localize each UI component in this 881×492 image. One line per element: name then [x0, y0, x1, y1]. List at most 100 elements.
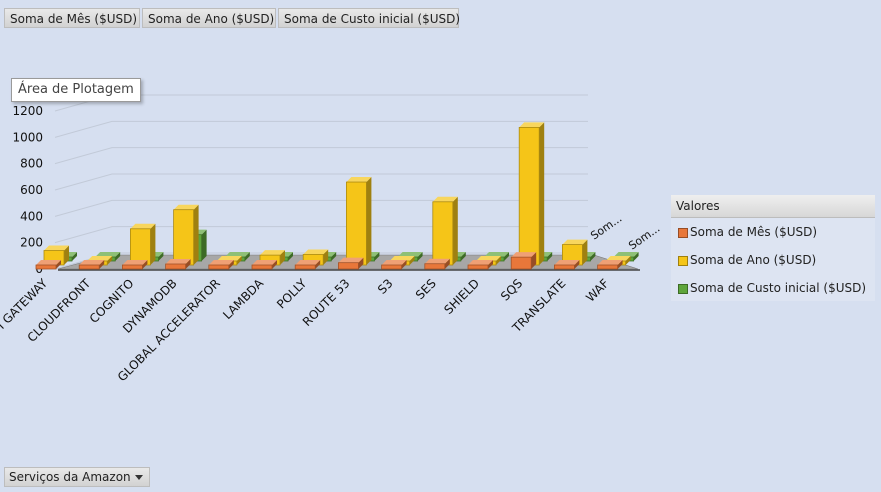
- x-tick-label: SES: [413, 276, 439, 302]
- bar-side: [358, 257, 364, 269]
- bar-side: [617, 260, 623, 269]
- x-tick-label: WAF: [583, 276, 612, 305]
- bar: [562, 239, 588, 266]
- bar-top: [562, 239, 588, 245]
- bar-side: [547, 252, 553, 261]
- bar-front: [337, 262, 359, 270]
- bar-top: [484, 252, 509, 257]
- x-tick-label: LAMBDA: [220, 276, 267, 323]
- bar: [432, 196, 458, 266]
- bar-top: [381, 260, 407, 265]
- gridline: [54, 173, 588, 191]
- bar-top: [554, 260, 580, 265]
- legend-title: Valores: [671, 195, 875, 218]
- x-tick-label: SHIELD: [441, 276, 482, 317]
- bar-side: [409, 256, 415, 265]
- bar-top: [260, 250, 285, 256]
- gridline: [54, 147, 588, 165]
- bar-side: [625, 256, 631, 265]
- bar-top: [295, 260, 321, 265]
- bar-side: [56, 260, 61, 269]
- field-button-mes[interactable]: Soma de Mês ($USD): [4, 8, 140, 28]
- bar: [251, 260, 277, 270]
- bar-side: [244, 252, 250, 261]
- bar-side: [272, 260, 277, 269]
- bar-top: [597, 260, 623, 265]
- gridline: [54, 226, 588, 244]
- dropdown-arrow-icon: [135, 475, 143, 480]
- bar-front: [129, 228, 151, 266]
- bar-top: [519, 122, 545, 128]
- bar-top: [476, 256, 501, 261]
- field-button-custo-inicial[interactable]: Soma de Custo inicial ($USD): [278, 8, 460, 28]
- axis-field-button[interactable]: Serviços da Amazon: [4, 467, 150, 487]
- bar-side: [115, 252, 121, 261]
- bar: [381, 260, 407, 270]
- axis-field-label: Serviços da Amazon: [9, 470, 131, 484]
- legend-item-label: Soma de Custo inicial ($USD): [690, 281, 867, 295]
- x-tick-label: POLLY: [274, 276, 310, 312]
- bar-side: [417, 252, 423, 261]
- bar-side: [574, 260, 580, 269]
- bar-side: [444, 258, 450, 269]
- bar-top: [224, 252, 250, 257]
- bar-side: [366, 177, 372, 265]
- bar-side: [185, 258, 191, 269]
- bar-side: [158, 252, 164, 261]
- bar: [78, 260, 105, 270]
- gridline: [54, 120, 588, 138]
- legend-item-mes[interactable]: Soma de Mês ($USD): [671, 218, 875, 246]
- bar: [129, 223, 156, 266]
- bar-top: [173, 204, 199, 210]
- bar: [518, 122, 545, 266]
- bar-top: [252, 260, 277, 265]
- bar-side: [228, 260, 234, 269]
- bar-top: [389, 256, 415, 261]
- bar-top: [338, 257, 364, 263]
- bar: [345, 177, 372, 266]
- bar-side: [582, 239, 588, 265]
- bar-top: [397, 252, 423, 257]
- bar-side: [280, 250, 285, 265]
- bar-top: [511, 252, 537, 258]
- bar-front: [467, 264, 489, 270]
- bar-side: [99, 260, 105, 269]
- bar-front: [165, 263, 187, 270]
- bar-front: [345, 181, 367, 266]
- plot-area-tooltip: Área de Plotagem: [11, 78, 141, 102]
- bar-front: [432, 201, 454, 266]
- bar-front: [518, 127, 540, 266]
- bar-side: [331, 252, 337, 261]
- bar-side: [460, 252, 466, 261]
- legend-item-label: Soma de Mês ($USD): [690, 225, 818, 239]
- field-button-ano[interactable]: Soma de Ano ($USD): [142, 8, 276, 28]
- bar-side: [323, 249, 329, 265]
- depth-axis-label: Som...: [588, 212, 624, 243]
- bar-top: [432, 196, 458, 202]
- bar: [35, 260, 61, 270]
- bar-top: [122, 260, 148, 265]
- gridline: [54, 199, 588, 217]
- bar-side: [72, 252, 77, 261]
- bar-side: [539, 122, 545, 266]
- bar: [467, 260, 493, 270]
- bar-side: [64, 245, 69, 265]
- bar: [294, 260, 321, 270]
- bar-top: [605, 256, 631, 261]
- bar-top: [87, 256, 113, 261]
- legend[interactable]: Valores Soma de Mês ($USD) Soma de Ano (…: [671, 195, 875, 301]
- bar-front: [554, 264, 575, 270]
- bar-side: [288, 252, 293, 261]
- bar: [122, 260, 148, 270]
- bar-top: [424, 258, 450, 264]
- bar-side: [401, 260, 407, 269]
- legend-item-label: Soma de Ano ($USD): [690, 253, 817, 267]
- y-tick-label: 200: [20, 236, 43, 250]
- bar-top: [36, 260, 61, 265]
- legend-item-ano[interactable]: Soma de Ano ($USD): [671, 246, 875, 274]
- bar: [302, 249, 329, 266]
- y-axis-ticks: 020040060080010001200: [12, 104, 43, 276]
- depth-axis-label: Som...: [626, 222, 662, 253]
- legend-item-custo-inicial[interactable]: Soma de Custo inicial ($USD): [671, 274, 875, 302]
